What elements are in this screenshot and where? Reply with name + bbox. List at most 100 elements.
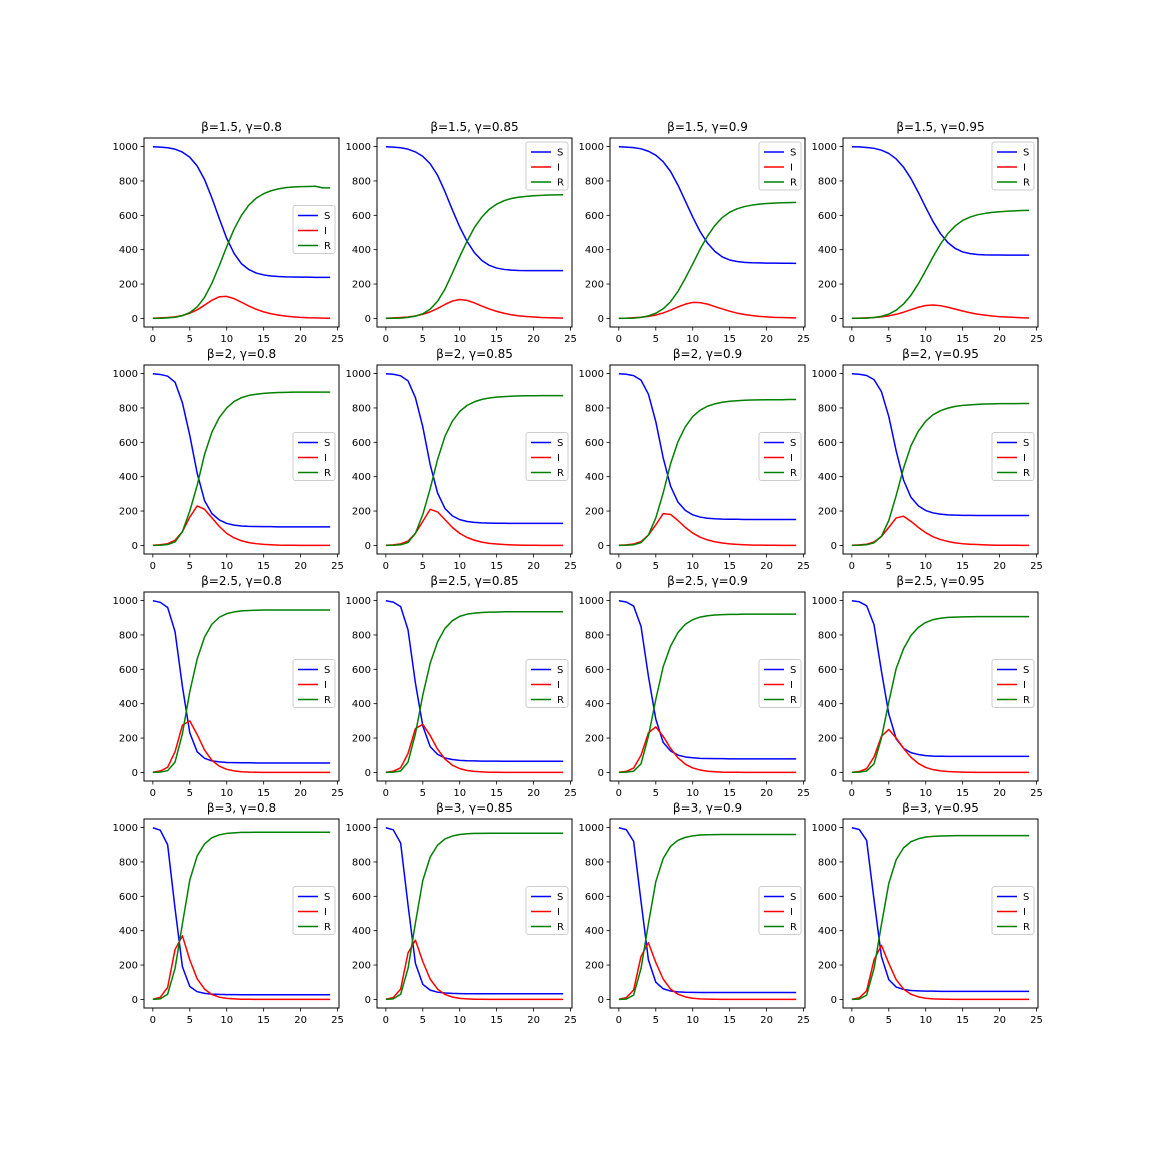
series-line-R: [385, 611, 564, 774]
y-tick-label: 800: [119, 630, 138, 641]
legend-label: I: [324, 680, 327, 691]
series-line-R: [618, 613, 797, 774]
legend-label: S: [790, 892, 796, 903]
y-tick-label: 400: [119, 699, 138, 710]
x-tick-label: 25: [331, 1015, 344, 1026]
y-tick-label: 400: [818, 699, 837, 710]
y-tick-label: 800: [352, 857, 371, 868]
legend-label: R: [557, 922, 564, 933]
y-tick-label: 1000: [579, 596, 604, 607]
legend: SIR: [292, 205, 336, 254]
legend-box: [991, 659, 1035, 708]
x-tick-label: 5: [420, 1015, 426, 1026]
x-tick-label: 25: [331, 334, 344, 345]
subplot-7: β=2, γ=0.9 0 5 10 15 20 25 0 200 400 600 800 1000 SIR: [579, 347, 810, 572]
legend: SIR: [292, 659, 336, 708]
legend-label: R: [557, 178, 564, 189]
y-tick-label: 800: [585, 857, 604, 868]
legend-label: S: [1023, 148, 1029, 159]
series-line-R: [152, 831, 331, 1001]
y-tick-label: 0: [132, 314, 138, 325]
legend: SIR: [525, 141, 569, 191]
x-tick-label: 5: [886, 561, 892, 572]
y-tick-label: 200: [585, 961, 604, 972]
legend-label: I: [324, 907, 327, 918]
x-tick-label: 15: [723, 1015, 736, 1026]
y-tick-label: 800: [818, 176, 837, 187]
x-tick-label: 20: [294, 561, 307, 572]
x-tick-label: 25: [797, 1015, 810, 1026]
x-tick-label: 5: [653, 788, 659, 799]
legend-box: [758, 659, 802, 708]
y-tick-label: 600: [352, 665, 371, 676]
series-line-R: [385, 394, 564, 547]
y-tick-label: 200: [119, 280, 138, 291]
y-tick-label: 1000: [812, 596, 837, 607]
x-tick-label: 20: [527, 334, 540, 345]
x-tick-label: 20: [760, 1015, 773, 1026]
legend-label: R: [1023, 922, 1030, 933]
legend-label: S: [1023, 665, 1029, 676]
x-tick-label: 25: [797, 334, 810, 345]
legend-label: R: [790, 178, 797, 189]
y-tick-label: 800: [119, 176, 138, 187]
legend-box: [292, 205, 336, 254]
series-line-I: [851, 944, 1030, 1001]
x-tick-label: 20: [993, 788, 1006, 799]
series-line-S: [152, 600, 331, 764]
legend-label: S: [324, 665, 330, 676]
y-tick-label: 1000: [113, 369, 138, 380]
legend-label: I: [1023, 453, 1026, 464]
x-tick-label: 0: [616, 561, 622, 572]
y-tick-label: 200: [585, 280, 604, 291]
x-tick-label: 20: [294, 788, 307, 799]
x-tick-label: 0: [849, 1015, 855, 1026]
legend-label: R: [557, 468, 564, 479]
legend-label: I: [790, 163, 793, 174]
series-line-R: [152, 609, 331, 774]
y-tick-label: 400: [818, 926, 837, 937]
chart-title: β=1.5, γ=0.8: [201, 120, 282, 134]
y-tick-label: 200: [818, 734, 837, 745]
x-tick-label: 0: [150, 561, 156, 572]
y-tick-label: 1000: [812, 369, 837, 380]
subplot-8: β=2, γ=0.95 0 5 10 15 20 25 0 200 400 600 800 1000 SI…: [812, 347, 1043, 572]
legend-box: [292, 659, 336, 708]
chart-title: β=2.5, γ=0.8: [201, 574, 282, 588]
legend-label: I: [1023, 163, 1026, 174]
x-tick-label: 10: [453, 788, 466, 799]
series-line-I: [152, 720, 331, 774]
y-tick-label: 200: [352, 961, 371, 972]
chart-title: β=2.5, γ=0.85: [430, 574, 518, 588]
x-tick-label: 0: [150, 1015, 156, 1026]
legend-label: R: [1023, 468, 1030, 479]
legend-label: I: [557, 907, 560, 918]
x-tick-label: 0: [383, 561, 389, 572]
legend: SIR: [991, 886, 1035, 935]
y-tick-label: 600: [352, 892, 371, 903]
x-tick-label: 10: [919, 334, 932, 345]
legend-box: [292, 432, 336, 481]
y-tick-label: 600: [585, 211, 604, 222]
y-tick-label: 400: [585, 926, 604, 937]
x-tick-label: 25: [797, 561, 810, 572]
legend-label: S: [324, 892, 330, 903]
legend: SIR: [991, 432, 1035, 481]
x-tick-label: 10: [453, 1015, 466, 1026]
legend-label: I: [557, 163, 560, 174]
y-tick-label: 600: [585, 665, 604, 676]
legend: SIR: [292, 886, 336, 935]
y-tick-label: 0: [831, 995, 837, 1006]
y-tick-label: 1000: [346, 823, 371, 834]
subplot-12: β=2.5, γ=0.95 0 5 10 15 20 25 0 200 400 600 800 1000…: [812, 574, 1043, 799]
y-tick-label: 200: [818, 961, 837, 972]
series-line-S: [385, 373, 564, 525]
y-tick-label: 0: [132, 768, 138, 779]
x-tick-label: 20: [760, 788, 773, 799]
series-line-R: [618, 201, 797, 320]
x-tick-label: 5: [886, 1015, 892, 1026]
x-tick-label: 0: [616, 334, 622, 345]
x-tick-label: 25: [1030, 1015, 1043, 1026]
x-tick-label: 15: [956, 1015, 969, 1026]
subplot-10: β=2.5, γ=0.85 0 5 10 15 20 25 0 200 400 600 800 1000…: [346, 574, 577, 799]
